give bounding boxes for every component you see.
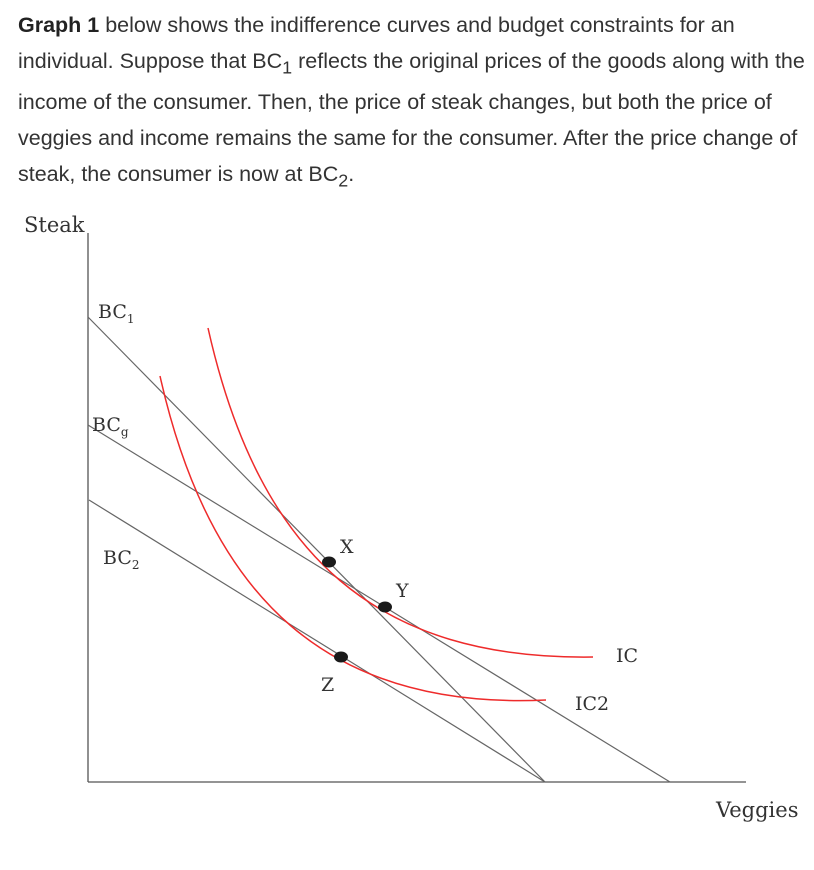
bcg-label: BCg [92, 414, 129, 439]
graph-reference: Graph 1 [18, 13, 100, 37]
indifference-curve-ic [207, 327, 594, 658]
text-part-2: reflects the original prices of the good… [18, 48, 805, 186]
budget-line-bc2 [88, 499, 546, 783]
ic2-label: IC2 [575, 693, 609, 715]
y-axis-label: Steak [24, 213, 85, 237]
point-z-label: Z [321, 674, 334, 696]
point-y-label: Y [395, 580, 409, 602]
text-part-3: . [348, 161, 355, 186]
bc2-label: BC2 [103, 547, 140, 572]
budget-line-bcg [87, 424, 671, 783]
x-axis-label: Veggies [715, 798, 798, 822]
point-x-marker [322, 556, 336, 568]
ic-label: IC [616, 645, 638, 667]
budget-line-bc1 [87, 316, 546, 783]
question-text: Graph 1 below shows the indifference cur… [18, 8, 808, 199]
point-y-marker [378, 601, 392, 613]
indifference-curve-ic2 [159, 375, 547, 702]
point-z-marker [334, 651, 348, 663]
point-x-label: X [340, 536, 354, 558]
text-part-1: below shows the indifference curves and … [18, 13, 735, 73]
subscript-2: 2 [338, 169, 349, 190]
bc1-label: BC1 [98, 301, 135, 326]
subscript-1: 1 [282, 56, 293, 77]
